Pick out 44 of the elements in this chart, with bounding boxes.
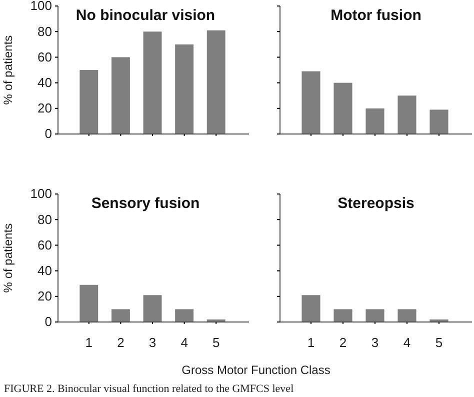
- x-tick-label: 1: [307, 335, 315, 350]
- y-tick-label: 100: [30, 186, 52, 202]
- x-tick-label: 3: [148, 335, 156, 350]
- bar: [430, 110, 448, 134]
- bar: [334, 82, 352, 134]
- x-tick-label: 2: [339, 335, 347, 350]
- y-tick-label: 0: [44, 126, 52, 142]
- x-tick-label: 4: [180, 335, 188, 350]
- bar: [111, 57, 130, 134]
- y-tick-label: 20: [38, 288, 52, 304]
- bar: [206, 30, 226, 134]
- y-axis-title: % of patients: [1, 35, 15, 105]
- bar: [80, 70, 98, 134]
- bar: [175, 44, 194, 134]
- y-tick-label: 0: [44, 314, 52, 330]
- chart-title: No binocular vision: [76, 7, 216, 24]
- chart-title: Sensory fusion: [91, 195, 200, 212]
- bar: [175, 309, 194, 322]
- bar: [80, 284, 98, 322]
- x-tick-label: 5: [212, 335, 220, 350]
- y-tick-label: 20: [38, 100, 52, 116]
- y-tick-label: 100: [30, 0, 52, 14]
- bar: [366, 108, 384, 134]
- bar: [143, 295, 162, 322]
- bar: [302, 71, 320, 134]
- y-tick-label: 80: [38, 24, 52, 39]
- caption: FIGURE 2. Binocular visual function related to the GMFCS level: [4, 383, 294, 395]
- x-tick-label: 2: [117, 335, 124, 350]
- y-tick-label: 80: [38, 212, 52, 227]
- bar: [398, 96, 416, 134]
- x-tick-label: 1: [85, 335, 93, 350]
- x-tick-label: 3: [371, 335, 379, 350]
- y-tick-label: 60: [38, 49, 52, 64]
- x-tick-label: 4: [403, 335, 411, 350]
- bar: [143, 32, 162, 134]
- x-axis-title: Gross Motor Function Class: [182, 363, 330, 377]
- bar: [111, 309, 130, 322]
- y-tick-label: 40: [38, 74, 52, 90]
- chart-title: Motor fusion: [330, 7, 422, 24]
- chart-title: Stereopsis: [338, 195, 414, 212]
- y-tick-label: 60: [38, 237, 52, 252]
- y-axis-title: % of patients: [1, 223, 15, 293]
- y-tick-label: 40: [38, 262, 52, 278]
- x-tick-label: 5: [435, 335, 443, 350]
